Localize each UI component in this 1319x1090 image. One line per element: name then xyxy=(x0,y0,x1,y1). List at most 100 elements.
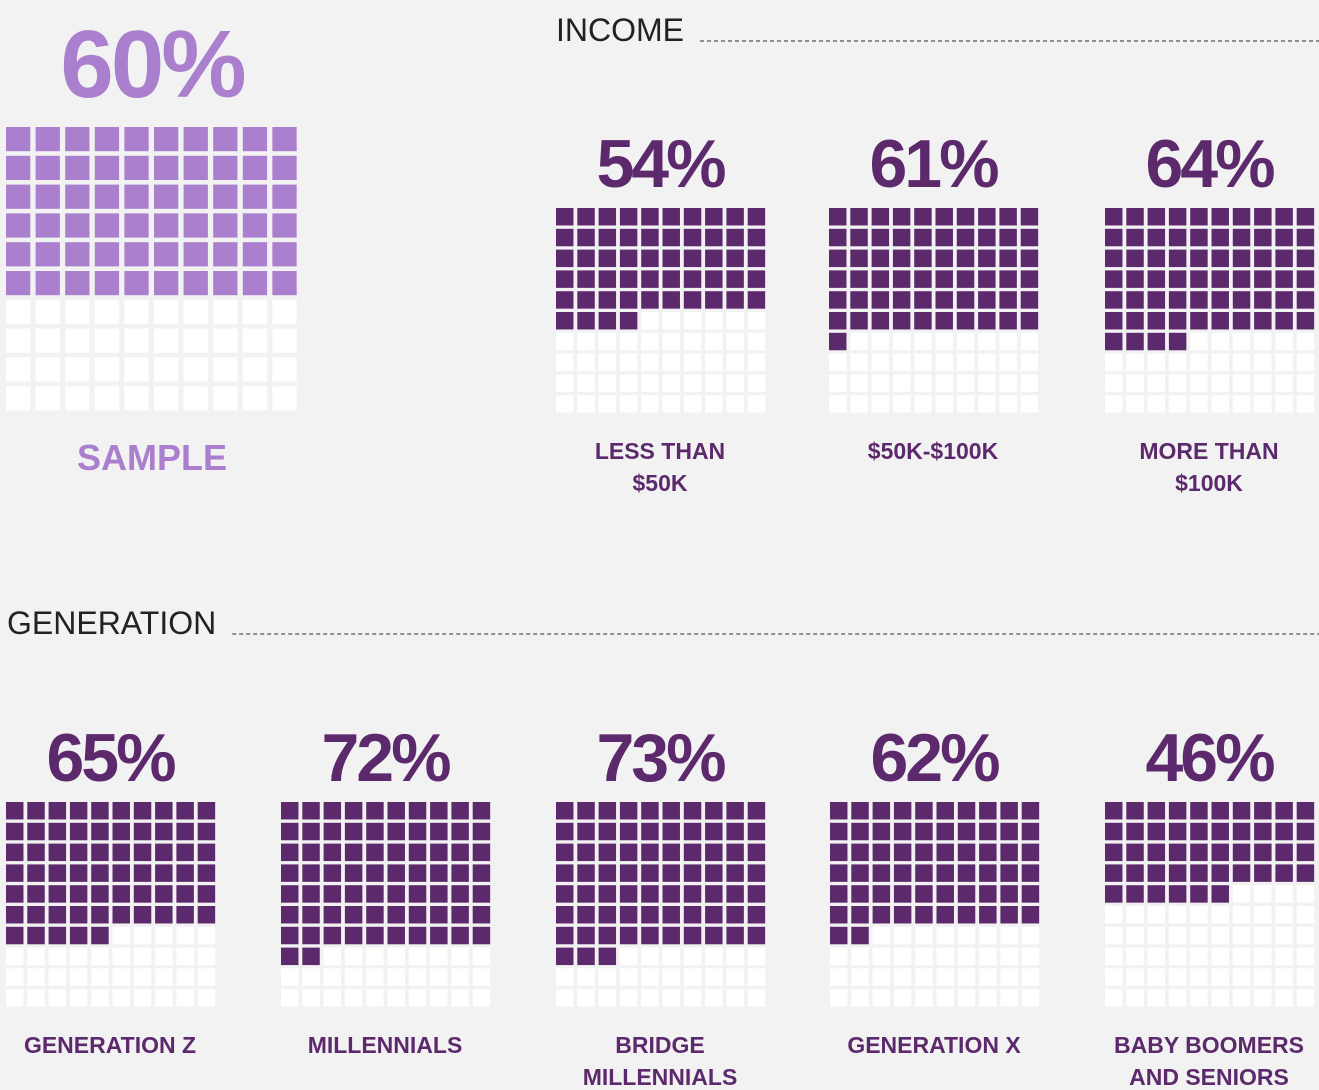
waffle-cell xyxy=(1126,885,1144,903)
waffle-cell xyxy=(830,926,848,945)
waffle-cell xyxy=(323,822,342,841)
waffle-cell xyxy=(914,270,932,288)
waffle-cell xyxy=(1020,249,1039,268)
waffle-cell xyxy=(851,822,869,841)
waffle-cell xyxy=(430,843,448,862)
waffle-cell xyxy=(1232,989,1251,1007)
waffle-cell xyxy=(915,843,933,862)
waffle-cell xyxy=(48,968,67,986)
waffle-cell xyxy=(979,843,997,862)
waffle-cell xyxy=(619,228,638,247)
waffle-cell xyxy=(1232,353,1251,372)
waffle-cell xyxy=(112,989,130,1007)
waffle-cell xyxy=(1147,822,1166,841)
waffle-cell xyxy=(705,353,723,372)
waffle-cell xyxy=(176,822,194,841)
waffle-cell xyxy=(197,885,216,903)
waffle-cell xyxy=(999,208,1017,226)
waffle-cell xyxy=(1105,885,1123,903)
waffle-cell xyxy=(124,242,149,267)
waffle-cell xyxy=(1126,843,1144,862)
waffle-cell xyxy=(323,926,342,945)
waffle-cell xyxy=(183,386,208,411)
waffle-cell xyxy=(451,885,469,903)
waffle-cell xyxy=(176,989,194,1007)
waffle-cell xyxy=(577,802,595,820)
waffle-cell xyxy=(69,926,88,945)
waffle-cell xyxy=(641,864,659,882)
waffle-cell xyxy=(1296,291,1315,309)
waffle-cell xyxy=(979,822,997,841)
waffle-cell xyxy=(1126,968,1144,986)
waffle-cell xyxy=(281,822,299,841)
waffle-cell xyxy=(183,184,208,209)
waffle-cell xyxy=(850,249,868,268)
waffle-cell xyxy=(1296,228,1315,247)
waffle-cell xyxy=(112,802,130,820)
waffle-cell xyxy=(892,395,911,413)
waffle-cell xyxy=(936,843,954,862)
waffle-cell xyxy=(133,989,152,1007)
waffle-cell xyxy=(935,291,953,309)
waffle-cell xyxy=(1211,228,1229,247)
waffle-cell xyxy=(344,822,363,841)
waffle-cell xyxy=(69,947,88,966)
waffle-cell xyxy=(1147,864,1166,882)
waffle-cell xyxy=(1190,291,1208,309)
waffle-cell xyxy=(577,885,595,903)
waffle-cell xyxy=(1296,822,1315,841)
waffle-cell xyxy=(598,822,617,841)
waffle-cell xyxy=(914,353,932,372)
percent: 54% xyxy=(596,126,725,202)
waffle-cell xyxy=(641,926,659,945)
waffle-cell xyxy=(641,353,659,372)
waffle-cell xyxy=(1211,291,1229,309)
waffle-cell xyxy=(662,270,680,288)
waffle-cell xyxy=(65,184,90,209)
waffle-cell xyxy=(408,947,427,966)
waffle-cell xyxy=(556,312,574,330)
waffle-cell xyxy=(893,906,912,924)
waffle-cell xyxy=(1296,802,1315,820)
waffle-cell xyxy=(1000,989,1018,1007)
waffle-cell xyxy=(1168,906,1187,924)
waffle-cell xyxy=(577,926,595,945)
waffle-cell xyxy=(1105,906,1123,924)
waffle-cell xyxy=(619,270,638,288)
waffle-cell xyxy=(27,885,45,903)
waffle-cell xyxy=(1296,332,1315,351)
waffle-cell xyxy=(387,885,405,903)
waffle-cell xyxy=(1296,947,1315,966)
waffle-cell xyxy=(1190,989,1208,1007)
waffle-cell xyxy=(978,270,996,288)
waffle-cell xyxy=(1105,332,1123,351)
waffle-cell xyxy=(979,968,997,986)
waffle-cell xyxy=(1190,947,1208,966)
waffle-cell xyxy=(598,228,617,247)
waffle-cell xyxy=(48,926,67,945)
waffle-cell xyxy=(1147,885,1166,903)
waffle-cell xyxy=(619,395,638,413)
waffle-cell xyxy=(48,906,67,924)
waffle-cell xyxy=(242,357,268,382)
waffle-cell xyxy=(69,885,88,903)
waffle-cell xyxy=(830,989,848,1007)
waffle-cell xyxy=(1105,249,1123,268)
waffle-cell xyxy=(915,906,933,924)
waffle-cell xyxy=(999,332,1017,351)
waffle-cell xyxy=(1211,312,1229,330)
waffle-cell xyxy=(936,926,954,945)
waffle-cell xyxy=(1190,843,1208,862)
waffle-cell xyxy=(978,395,996,413)
waffle-cell xyxy=(662,947,680,966)
waffle-cell xyxy=(387,843,405,862)
waffle-cell xyxy=(1190,968,1208,986)
waffle-cell xyxy=(213,386,238,411)
waffle xyxy=(281,802,491,1007)
waffle-cell xyxy=(956,208,975,226)
waffle-cell xyxy=(871,208,890,226)
waffle-cell xyxy=(197,864,216,882)
waffle-cell xyxy=(872,885,891,903)
waffle-cell xyxy=(155,885,173,903)
waffle-cell xyxy=(892,208,911,226)
